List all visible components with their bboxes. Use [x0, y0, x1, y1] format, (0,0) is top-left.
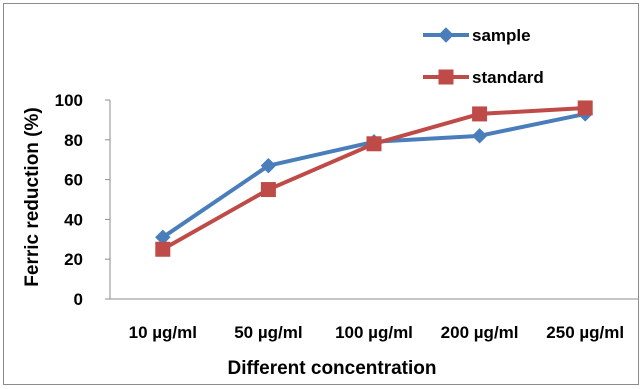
data-point-standard [260, 182, 276, 198]
legend-label: sample [472, 26, 531, 45]
x-axis-title: Different concentration [227, 358, 436, 379]
legend-swatch-marker [438, 69, 454, 85]
y-tick-label: 100 [55, 91, 83, 110]
data-point-sample [260, 157, 277, 174]
y-tick-label: 80 [64, 131, 83, 150]
legend: sample standard [423, 26, 544, 87]
y-tick-label: 0 [74, 290, 83, 309]
data-point-standard [155, 241, 171, 257]
axes [109, 100, 638, 300]
data-point-sample [471, 128, 488, 144]
legend-item-standard: standard [423, 68, 544, 87]
series-standard [155, 100, 593, 257]
x-tick-label: 50 µg/ml [234, 323, 302, 342]
data-point-standard [366, 136, 382, 152]
legend-label: standard [472, 68, 544, 87]
data-point-standard [577, 100, 593, 116]
line-chart: 0 20 40 60 80 100 10 µg/ml 50 µg/ml 100 µg/ml 200… [22, 26, 638, 379]
chart-frame: 0 20 40 60 80 100 10 µg/ml 50 µg/ml 100 µg/ml 200… [3, 3, 639, 385]
y-tick-label: 20 [64, 250, 83, 269]
legend-swatch-marker [438, 27, 454, 43]
y-tick-label: 60 [64, 171, 83, 190]
x-tick-label: 100 µg/ml [335, 323, 413, 342]
legend-item-sample: sample [423, 26, 531, 45]
y-tick-label: 40 [64, 210, 83, 229]
series-line-standard [161, 105, 586, 251]
x-tick-label: 250 µg/ml [546, 323, 624, 342]
y-axis-title: Ferric reduction (%) [22, 107, 43, 286]
x-tick-label: 200 µg/ml [441, 323, 519, 342]
x-tick-label: 10 µg/ml [129, 323, 197, 342]
series-sample [155, 106, 593, 246]
series-layer [155, 100, 593, 257]
ticks-layer: 0 20 40 60 80 100 10 µg/ml 50 µg/ml 100 µg/ml 200… [55, 91, 624, 342]
data-point-standard [472, 106, 488, 122]
series-line-sample [161, 111, 586, 239]
